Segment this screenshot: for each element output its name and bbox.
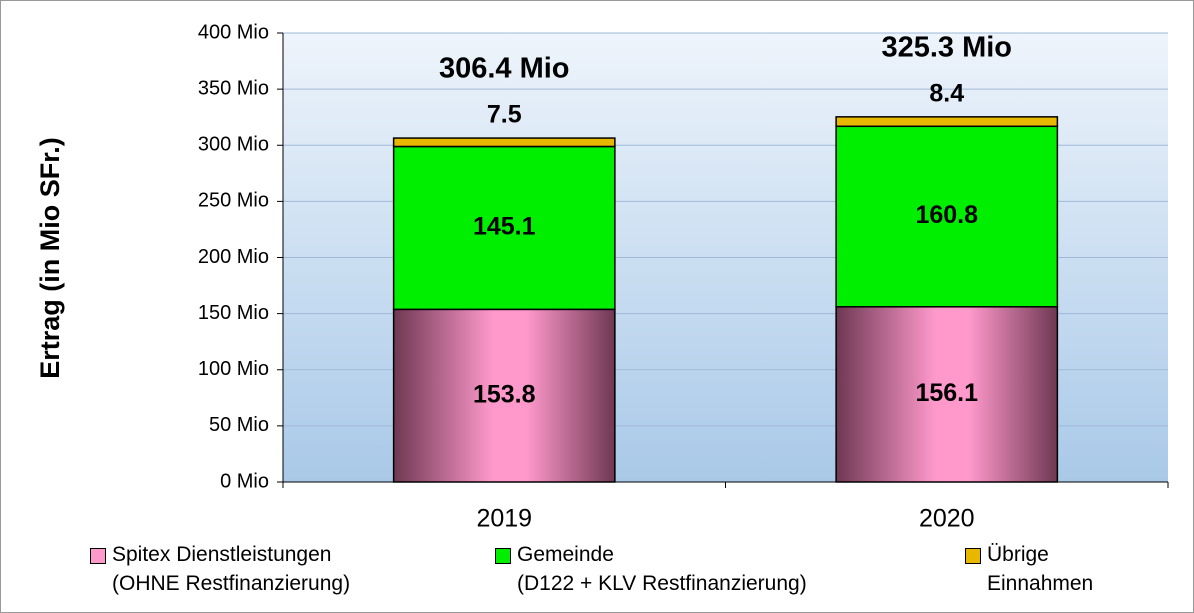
bar-segment xyxy=(392,145,616,311)
legend-item: Spitex Dienstleistungen (OHNE Restfinanz… xyxy=(90,540,350,598)
legend-swatch xyxy=(965,548,981,564)
legend-label: Gemeinde (D122 + KLV Restfinanzierung) xyxy=(517,543,807,595)
data-label: 8.4 xyxy=(929,79,964,107)
y-tick-label: 300 Mio xyxy=(198,134,269,156)
y-tick-label: 150 Mio xyxy=(198,302,269,324)
data-label: 145.1 xyxy=(473,213,536,241)
y-tick-label: 400 Mio xyxy=(198,21,269,43)
y-tick-label: 100 Mio xyxy=(198,358,269,380)
bar-segment xyxy=(835,125,1059,308)
x-tick-label: 2020 xyxy=(919,505,975,533)
y-tick-label: 350 Mio xyxy=(198,77,269,99)
y-tick-label: 50 Mio xyxy=(209,414,269,436)
total-label: 306.4 Mio xyxy=(439,53,570,85)
y-tick-label: 200 Mio xyxy=(198,246,269,268)
bar-segment xyxy=(392,137,616,148)
data-label: 156.1 xyxy=(915,379,978,407)
y-tick-label: 250 Mio xyxy=(198,190,269,212)
legend-label: Übrige Einnahmen xyxy=(987,543,1094,595)
legend-item: Gemeinde (D122 + KLV Restfinanzierung) xyxy=(495,540,807,598)
legend-swatch xyxy=(90,548,106,564)
bar-segment xyxy=(835,116,1059,128)
legend-item: Übrige Einnahmen xyxy=(965,540,1093,598)
bar-segment xyxy=(392,308,616,483)
y-axis-title: Ertrag (in Mio SFr.) xyxy=(35,137,65,379)
x-tick-label: 2019 xyxy=(476,505,532,533)
total-label: 325.3 Mio xyxy=(881,32,1012,64)
data-label: 7.5 xyxy=(487,101,522,129)
y-tick-label: 0 Mio xyxy=(220,470,269,492)
legend-swatch xyxy=(495,548,511,564)
legend-label: Spitex Dienstleistungen (OHNE Restfinanz… xyxy=(112,543,351,595)
data-label: 153.8 xyxy=(473,380,536,408)
data-label: 160.8 xyxy=(915,201,978,229)
